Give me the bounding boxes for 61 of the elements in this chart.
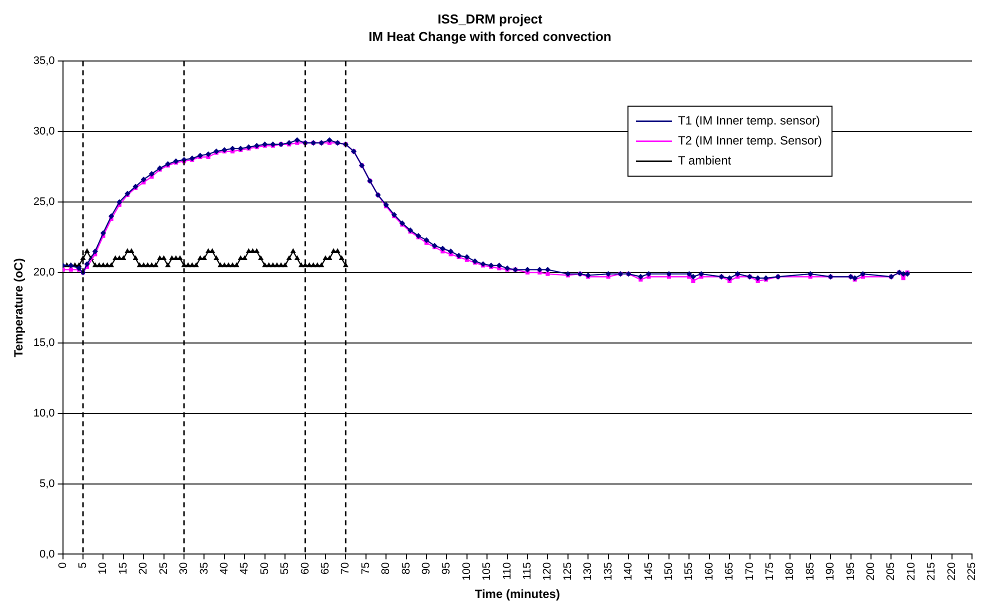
x-tick-label: 195 — [844, 562, 857, 581]
y-tick-label: 5,0 — [40, 478, 55, 490]
x-tick-label: 100 — [460, 562, 473, 581]
x-tick-label: 45 — [238, 562, 251, 574]
legend-label: T1 (IM Inner temp. sensor) — [678, 114, 820, 128]
x-tick-label: 160 — [703, 562, 716, 581]
x-tick-label: 65 — [319, 562, 332, 574]
legend-label: T ambient — [678, 154, 732, 168]
x-tick-label: 5 — [77, 562, 90, 568]
x-tick-label: 140 — [622, 562, 635, 581]
x-tick-label: 135 — [602, 562, 614, 581]
x-tick-label: 145 — [642, 562, 655, 581]
x-tick-label: 60 — [299, 562, 312, 574]
x-tick-label: 150 — [662, 562, 675, 581]
x-tick-label: 125 — [562, 562, 574, 581]
x-tick-label: 40 — [218, 562, 230, 574]
x-tick-label: 200 — [865, 562, 878, 581]
y-tick-label: 30,0 — [33, 126, 55, 138]
x-tick-label: 25 — [158, 562, 170, 574]
x-tick-label: 165 — [724, 562, 736, 581]
x-axis-title: Time (minutes) — [474, 587, 560, 602]
x-tick-label: 190 — [824, 562, 837, 581]
chart-subtitle: IM Heat Change with forced convection — [368, 28, 612, 44]
y-tick-label: 35,0 — [33, 55, 55, 68]
x-tick-label: 155 — [683, 562, 696, 581]
x-tick-label: 95 — [440, 562, 453, 574]
legend-label: T2 (IM Inner temp. Sensor) — [678, 134, 822, 148]
y-tick-label: 10,0 — [33, 407, 55, 420]
x-tick-label: 110 — [501, 562, 514, 580]
y-tick-label: 15,0 — [33, 336, 55, 349]
x-tick-label: 10 — [97, 562, 110, 574]
x-tick-label: 50 — [258, 562, 271, 574]
x-tick-label: 75 — [360, 562, 372, 574]
x-tick-label: 220 — [946, 562, 958, 581]
x-tick-label: 105 — [481, 562, 494, 581]
x-tick-label: 30 — [178, 562, 190, 574]
x-tick-label: 180 — [784, 562, 796, 581]
x-tick-label: 115 — [522, 562, 534, 580]
x-tick-label: 215 — [926, 562, 938, 581]
x-tick-label: 20 — [138, 562, 150, 574]
y-tick-label: 0,0 — [40, 548, 55, 560]
x-tick-label: 120 — [542, 562, 554, 581]
x-tick-label: 175 — [764, 562, 776, 581]
x-tick-label: 70 — [340, 562, 352, 574]
x-tick-label: 80 — [380, 562, 392, 574]
y-tick-label: 25,0 — [33, 196, 55, 208]
x-tick-label: 55 — [279, 562, 292, 574]
chart-title: ISS_DRM project — [438, 11, 544, 26]
x-tick-label: 210 — [905, 562, 918, 581]
x-tick-label: 90 — [420, 562, 433, 574]
x-tick-label: 185 — [804, 562, 816, 581]
x-tick-label: 15 — [117, 562, 130, 574]
x-tick-label: 205 — [885, 562, 898, 581]
x-tick-label: 170 — [744, 562, 756, 581]
x-tick-label: 0 — [56, 562, 69, 568]
x-tick-label: 130 — [582, 562, 594, 581]
y-tick-label: 20,0 — [33, 266, 55, 279]
x-tick-label: 35 — [198, 562, 210, 574]
x-tick-label: 85 — [400, 562, 412, 574]
x-tick-label: 225 — [966, 562, 978, 581]
y-axis-title: Temperature (oC) — [12, 258, 26, 358]
